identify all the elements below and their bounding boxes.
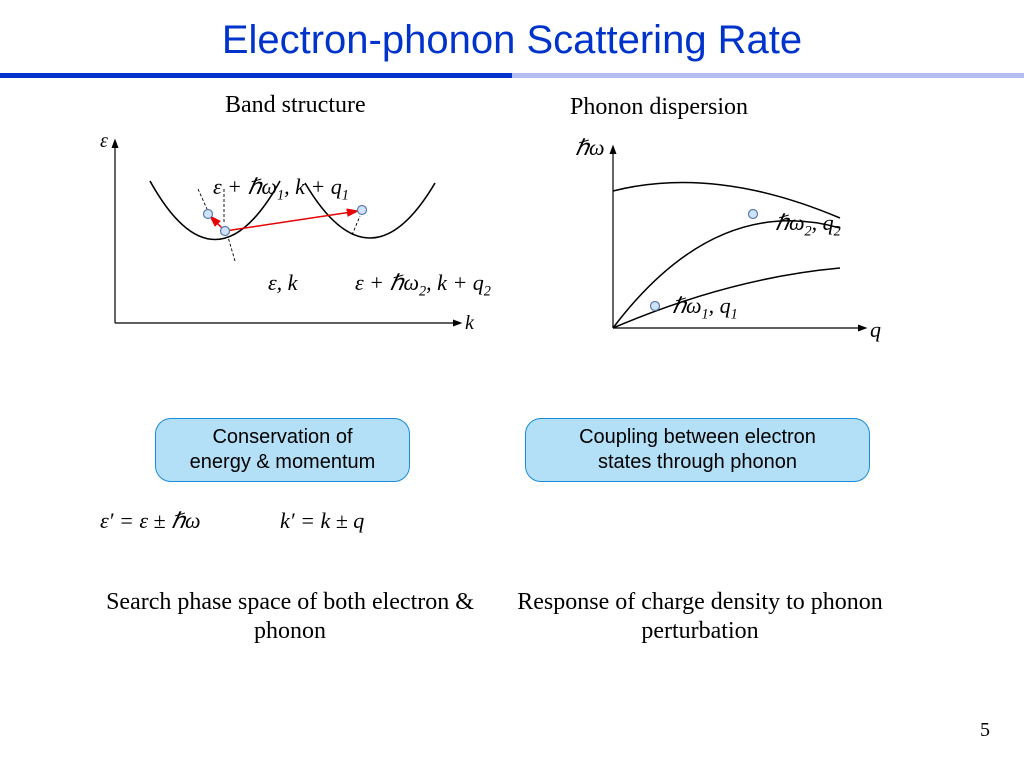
right-note: Response of charge density to phonon per… [510, 588, 890, 646]
y-axis-label: ε [100, 130, 108, 152]
x-axis-label-r: q [870, 317, 881, 342]
chip-line1b: Coupling between electron [544, 425, 851, 450]
phonon-marker-2 [749, 210, 758, 219]
marker-final-2 [358, 206, 367, 215]
label-hw2-q2: ℏω2, q2 [775, 210, 841, 240]
label-e-k: ε, k [268, 270, 297, 296]
phonon-dispersion-diagram: ℏω q [555, 123, 935, 353]
label-e-hw1: ε + ℏω1, k + q1 [213, 174, 349, 204]
page-number: 5 [980, 719, 990, 742]
chip-line2: energy & momentum [174, 450, 391, 475]
band-structure-diagram: ε k [80, 123, 480, 353]
band-structure-heading: Band structure [225, 92, 366, 119]
slide-title: Electron-phonon Scattering Rate [0, 0, 1024, 73]
energy-equation: ε′ = ε ± ℏω [100, 508, 201, 534]
label-hw1-q1: ℏω1, q1 [672, 293, 738, 323]
x-axis-label: k [465, 312, 475, 334]
chip-line2b: states through phonon [544, 450, 851, 475]
conservation-chip: Conservation of energy & momentum [155, 418, 410, 482]
phonon-marker-1 [651, 302, 660, 311]
slide-content: Band structure Phonon dispersion ε k [0, 78, 1024, 758]
marker-initial [221, 227, 230, 236]
left-note: Search phase space of both electron & ph… [100, 588, 480, 646]
marker-final-1 [204, 210, 213, 219]
phonon-dispersion-heading: Phonon dispersion [570, 94, 748, 121]
coupling-chip: Coupling between electron states through… [525, 418, 870, 482]
momentum-equation: k′ = k ± q [280, 508, 364, 534]
label-e-hw2: ε + ℏω2, k + q2 [355, 270, 491, 300]
y-axis-label-r: ℏω [575, 135, 604, 160]
chip-line1: Conservation of [174, 425, 391, 450]
